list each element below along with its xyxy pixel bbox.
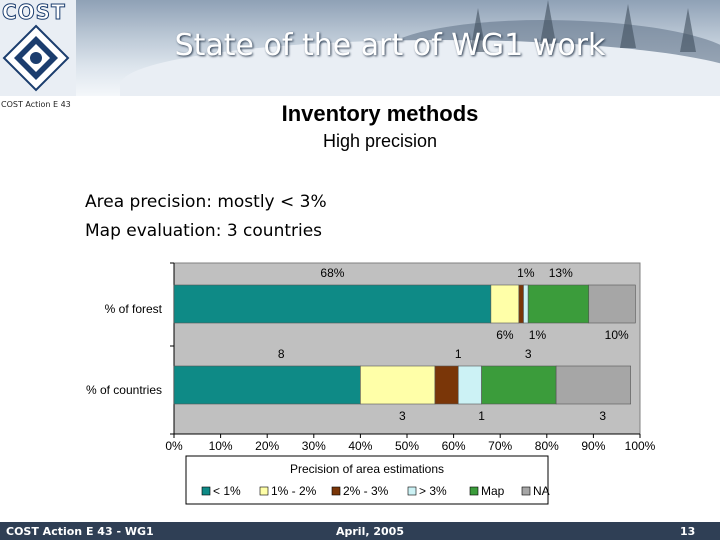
- data-label: 1%: [517, 266, 535, 280]
- legend-swatch: [469, 486, 479, 496]
- footer-bar: COST Action E 43 - WG1 April, 2005 13: [0, 522, 720, 540]
- x-tick-label: 40%: [348, 439, 372, 453]
- x-tick-label: 70%: [488, 439, 512, 453]
- legend-label: 1% - 2%: [271, 484, 317, 498]
- banner-tree: [680, 8, 696, 52]
- bar-segment: [523, 284, 529, 324]
- legend-label: Map: [481, 484, 505, 498]
- x-tick-label: 10%: [209, 439, 233, 453]
- bar-segment: [518, 284, 524, 324]
- data-label: 68%: [320, 266, 344, 280]
- bar-segment: [173, 365, 361, 405]
- data-label: 1%: [529, 328, 547, 342]
- logo-caption: COST Action E 43: [1, 100, 71, 109]
- data-label: 6%: [496, 328, 514, 342]
- bar-segment: [555, 365, 631, 405]
- bar-segment: [490, 284, 520, 324]
- page-number: 13: [680, 525, 696, 538]
- x-tick-label: 80%: [535, 439, 559, 453]
- data-label: 1: [455, 347, 462, 361]
- data-label: 3: [525, 347, 532, 361]
- x-tick-label: 90%: [581, 439, 605, 453]
- data-label: 10%: [605, 328, 629, 342]
- data-label: 13%: [549, 266, 573, 280]
- data-label: 3: [599, 409, 606, 423]
- x-tick-label: 30%: [302, 439, 326, 453]
- body-line-map-evaluation: Map evaluation: 3 countries: [85, 221, 323, 241]
- category-label: % of countries: [86, 383, 162, 397]
- legend-label: > 3%: [419, 484, 447, 498]
- slide-subtitle: Inventory methods: [281, 101, 479, 126]
- legend-swatch: [407, 486, 417, 496]
- x-axis-title: Precision of area estimations: [290, 462, 444, 476]
- legend-label: 2% - 3%: [343, 484, 389, 498]
- bar-segment: [481, 365, 557, 405]
- legend-box: [185, 455, 549, 505]
- bar-segment: [527, 284, 590, 324]
- legend-swatch: [259, 486, 269, 496]
- legend-label: NA: [533, 484, 550, 498]
- legend-swatch: [331, 486, 341, 496]
- bar-segment: [588, 284, 636, 324]
- x-tick-label: 20%: [255, 439, 279, 453]
- banner-tree: [470, 8, 486, 52]
- x-tick-label: 50%: [395, 439, 419, 453]
- legend-swatch: [201, 486, 211, 496]
- data-label: 3: [399, 409, 406, 423]
- bar-segment: [434, 365, 459, 405]
- legend-swatch: [521, 486, 531, 496]
- data-label: 8: [278, 347, 285, 361]
- banner-tree: [620, 4, 636, 48]
- data-label: 1: [478, 409, 485, 423]
- x-tick-label: 100%: [625, 439, 656, 453]
- cost-logo: COST: [0, 0, 76, 96]
- banner-tree: [540, 0, 556, 44]
- legend-label: < 1%: [213, 484, 241, 498]
- slide-subsubtitle: High precision: [322, 131, 438, 151]
- x-tick-label: 0%: [165, 439, 183, 453]
- category-label: % of forest: [105, 302, 163, 316]
- footer-left: COST Action E 43 - WG1: [6, 525, 154, 538]
- slide-title: State of the art of WG1 work: [174, 28, 606, 63]
- header-banner: [0, 0, 720, 96]
- bar-segment: [457, 365, 482, 405]
- footer-date: April, 2005: [336, 525, 404, 538]
- x-tick-label: 60%: [442, 439, 466, 453]
- body-line-area-precision: Area precision: mostly < 3%: [85, 192, 327, 212]
- cost-emblem-icon: [2, 24, 70, 92]
- bar-segment: [360, 365, 436, 405]
- logo-word: COST: [2, 0, 66, 25]
- bar-segment: [173, 284, 492, 324]
